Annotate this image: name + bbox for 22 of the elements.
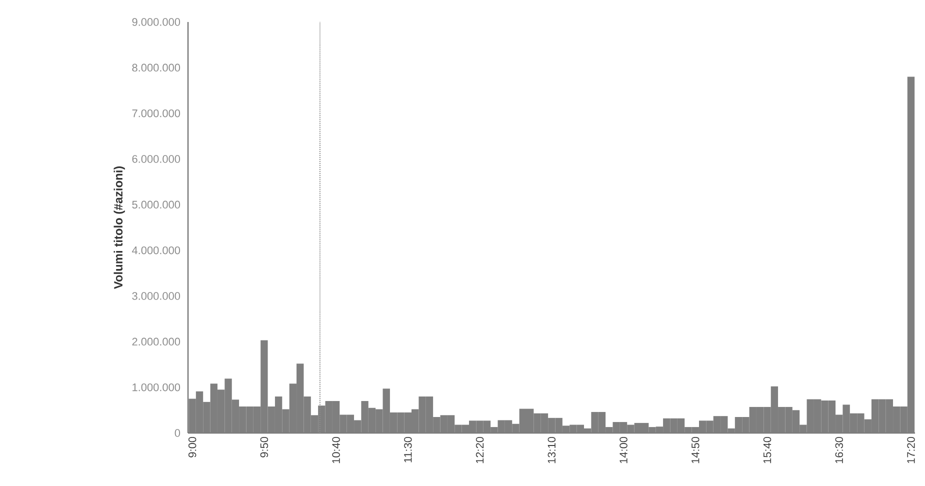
x-tick-label: 17:20 [907, 436, 915, 464]
y-tick-label: 2.000.000 [132, 338, 180, 346]
x-tick-label: 11:30 [404, 436, 412, 462]
x-tick-label: 10:40 [332, 436, 340, 464]
x-tick-label: 16:30 [835, 436, 843, 464]
y-tick-label: 9.000.000 [132, 18, 180, 26]
x-tick-label: 12:20 [476, 436, 484, 464]
x-tick-label: 13:10 [548, 436, 556, 464]
y-tick-label: 3.000.000 [132, 292, 180, 300]
x-tick-label: 9:00 [188, 436, 196, 458]
y-tick-label: 0 [174, 429, 180, 437]
x-tick-label: 14:00 [620, 436, 628, 464]
y-tick-label: 5.000.000 [132, 200, 180, 209]
y-tick-label: 8.000.000 [132, 64, 180, 72]
y-axis-title: Volumi titolo (#azioni) [114, 166, 125, 290]
y-tick-label: 6.000.000 [132, 155, 180, 163]
y-tick-label: 4.000.000 [132, 246, 180, 254]
x-tick-label: 14:50 [692, 436, 700, 464]
x-tick-label: 15:40 [763, 436, 772, 464]
x-tick-label: 9:50 [260, 436, 268, 458]
y-tick-label: 7.000.000 [132, 109, 180, 118]
y-tick-label: 1.000.000 [132, 383, 180, 392]
